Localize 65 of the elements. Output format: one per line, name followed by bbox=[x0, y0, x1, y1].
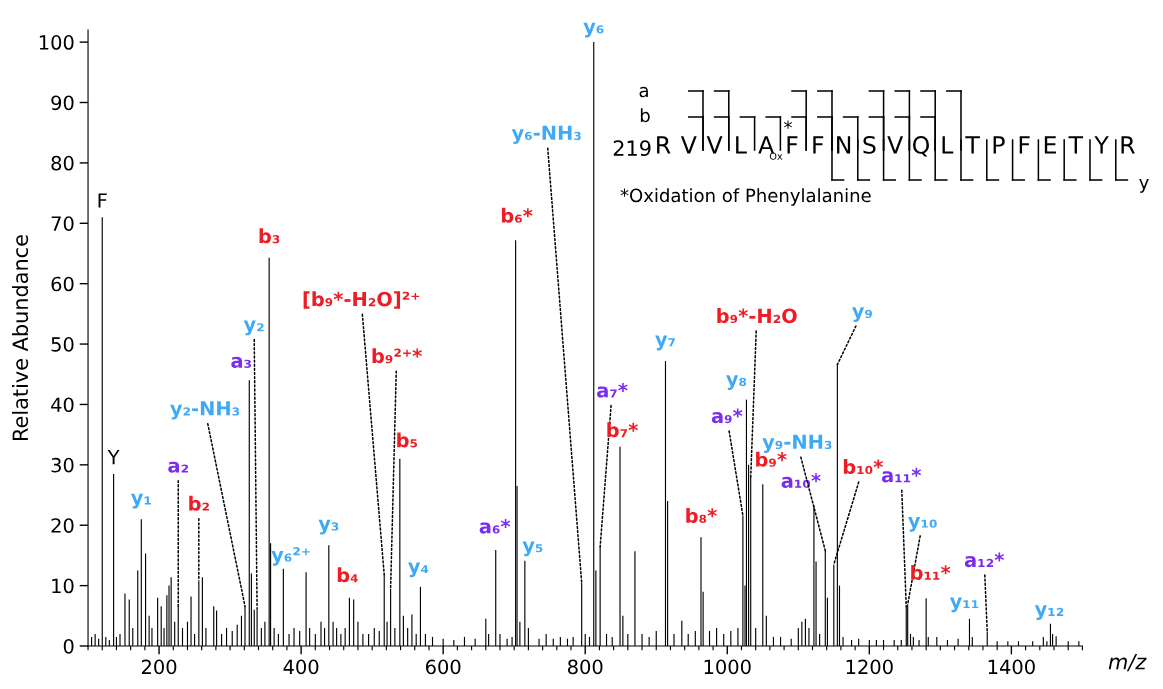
text: y bbox=[1139, 179, 1149, 193]
x-tick-label: 800 bbox=[567, 659, 603, 675]
annotation: Ox bbox=[769, 152, 783, 160]
y-tick-label: 100 bbox=[39, 35, 74, 50]
annotation: b₃ bbox=[259, 228, 280, 244]
annotation: a₁₁* bbox=[881, 467, 922, 483]
annotation: a₃ bbox=[231, 356, 252, 368]
annotation: y₂ bbox=[243, 320, 264, 336]
annotation: y₁₂ bbox=[1034, 605, 1064, 621]
y-tick-label: 80 bbox=[51, 155, 74, 171]
annotation: b bbox=[640, 108, 650, 123]
annotation: y₆²⁺ bbox=[271, 547, 310, 566]
annotation: a₉* bbox=[711, 408, 743, 424]
y-tick-label: 20 bbox=[51, 518, 74, 533]
annotation: b₄ bbox=[337, 567, 358, 583]
y-tick-label: 60 bbox=[51, 276, 74, 292]
annotation: y₄ bbox=[408, 562, 429, 578]
annotation: y₆ bbox=[583, 22, 604, 38]
x-tick-label: 400 bbox=[283, 659, 319, 675]
annotation: y₂-NH₃ bbox=[170, 401, 240, 420]
annotation: b₇* bbox=[607, 422, 638, 438]
annotation: a₇* bbox=[597, 382, 628, 398]
annotation: y₃ bbox=[318, 519, 339, 535]
annotation: y₁₁ bbox=[949, 597, 979, 613]
y-tick-label: 50 bbox=[51, 337, 74, 352]
y-tick-label: 0 bbox=[63, 638, 74, 654]
annotation: F bbox=[98, 193, 107, 208]
x-tick-label: 1000 bbox=[704, 659, 751, 675]
annotation: y₉ bbox=[852, 307, 872, 322]
annotation: y₅ bbox=[522, 541, 543, 557]
annotation: b₅ bbox=[397, 432, 418, 448]
annotation: y₉-NH₃ bbox=[762, 434, 832, 453]
y-tick-label: 70 bbox=[51, 216, 74, 231]
annotation: b₉* bbox=[756, 451, 787, 467]
annotation: a₂ bbox=[168, 461, 188, 473]
x-tick-label: 600 bbox=[425, 659, 461, 675]
x-tick-label: 200 bbox=[141, 659, 177, 675]
annotation: a₁₂* bbox=[964, 552, 1004, 568]
y-axis-title: Relative Abundance bbox=[12, 235, 29, 440]
y-tick-label: 30 bbox=[51, 457, 74, 473]
y-tick-label: 40 bbox=[51, 397, 74, 413]
annotation: y₁ bbox=[130, 493, 151, 509]
annotation: Y bbox=[107, 450, 120, 465]
annotation: *Oxidation of Phenylalanine bbox=[620, 188, 871, 206]
x-tick-label: 1400 bbox=[988, 659, 1035, 675]
annotation: b₉*-H₂O bbox=[717, 308, 797, 324]
annotation: b₁₁* bbox=[911, 564, 951, 580]
annotation: y₈ bbox=[726, 375, 747, 391]
annotation: b₉²⁺* bbox=[372, 348, 422, 364]
y-tick-label: 10 bbox=[52, 578, 74, 594]
annotation: b₁₀* bbox=[843, 459, 883, 475]
annotation: * bbox=[784, 120, 792, 129]
y-tick-label: 90 bbox=[51, 95, 74, 111]
annotation: y₆-NH₃ bbox=[511, 125, 581, 145]
x-axis-title: m/z bbox=[1108, 654, 1147, 672]
annotation: b₂ bbox=[189, 495, 209, 511]
annotation: y₇ bbox=[655, 335, 675, 351]
annotation: b₈* bbox=[686, 507, 717, 523]
annotation: [b₉*-H₂O]²⁺ bbox=[303, 291, 420, 309]
annotation: a bbox=[639, 86, 648, 98]
x-tick-label: 1200 bbox=[846, 659, 893, 675]
annotation: a₆* bbox=[479, 518, 511, 534]
annotation: y₁₀ bbox=[908, 516, 937, 532]
annotation: 219 bbox=[613, 140, 651, 157]
annotation: b₆* bbox=[501, 207, 533, 223]
